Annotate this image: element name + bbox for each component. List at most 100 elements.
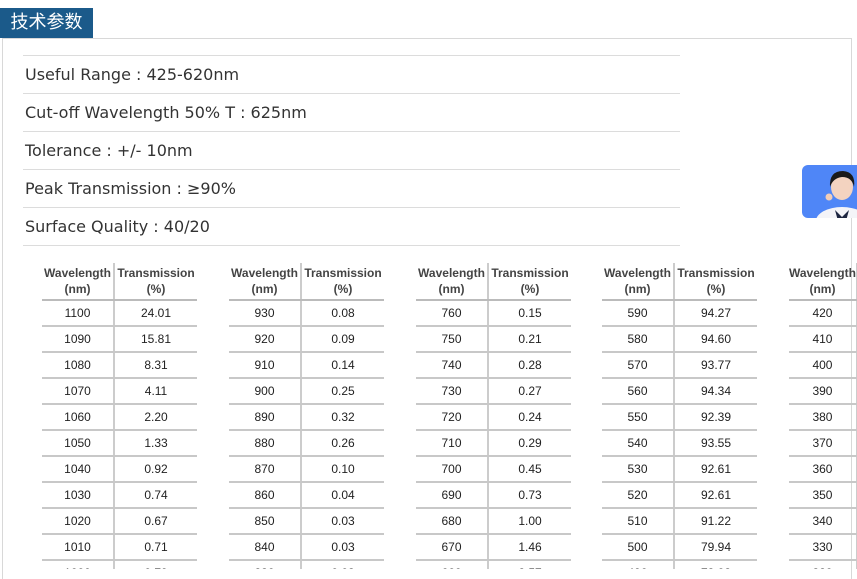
header-wavelength: Wavelength(nm) <box>789 263 857 300</box>
cell-transmission: 0.24 <box>488 404 571 430</box>
header-transmission-unit: (%) <box>521 282 540 296</box>
cell-transmission: 93.55 <box>674 430 757 456</box>
cell-transmission: 0.03 <box>301 560 384 569</box>
header-wavelength-unit: (nm) <box>439 282 465 296</box>
cell-transmission: 0.09 <box>301 326 384 352</box>
table-row: 340 <box>789 508 857 534</box>
cell-transmission: 8.31 <box>114 352 197 378</box>
cell-wavelength: 590 <box>602 300 674 326</box>
cell-wavelength: 360 <box>789 456 857 482</box>
cell-wavelength: 760 <box>416 300 488 326</box>
cell-wavelength: 1030 <box>42 482 114 508</box>
cell-transmission: 0.73 <box>488 482 571 508</box>
cell-wavelength: 1010 <box>42 534 114 560</box>
spec-useful-range: Useful Range : 425-620nm <box>23 55 680 93</box>
cell-transmission: 0.03 <box>301 508 384 534</box>
table-row: 10000.79 <box>42 560 197 569</box>
spec-peak-transmission: Peak Transmission : ≥90% <box>23 169 680 207</box>
header-transmission-label: Transmission <box>304 266 381 280</box>
cell-transmission: 0.92 <box>114 456 197 482</box>
cell-wavelength: 1080 <box>42 352 114 378</box>
cell-wavelength: 410 <box>789 326 857 352</box>
cell-wavelength: 530 <box>602 456 674 482</box>
header-wavelength-unit: (nm) <box>65 282 91 296</box>
spec-tolerance: Tolerance : +/- 10nm <box>23 131 680 169</box>
header-wavelength: Wavelength(nm) <box>602 263 674 300</box>
cell-transmission: 0.45 <box>488 456 571 482</box>
cell-transmission: 94.34 <box>674 378 757 404</box>
header-transmission: Transmission (%) <box>488 263 571 300</box>
cell-wavelength: 1000 <box>42 560 114 569</box>
cell-wavelength: 340 <box>789 508 857 534</box>
cell-transmission: 0.08 <box>301 300 384 326</box>
cell-transmission: 1.00 <box>488 508 571 534</box>
cell-wavelength: 660 <box>416 560 488 569</box>
cell-wavelength: 860 <box>229 482 301 508</box>
cell-transmission: 93.77 <box>674 352 757 378</box>
cell-transmission: 2.57 <box>488 560 571 569</box>
spec-list: Useful Range : 425-620nm Cut-off Wavelen… <box>23 55 680 246</box>
cell-transmission: 0.14 <box>301 352 384 378</box>
header-wavelength-unit: (nm) <box>252 282 278 296</box>
cell-wavelength: 1020 <box>42 508 114 534</box>
table-row: 49073.03 <box>602 560 757 569</box>
cell-transmission: 0.71 <box>114 534 197 560</box>
header-transmission: Transmission(%) <box>114 263 197 300</box>
table-header: Wavelength(nm) Transmission(%) <box>42 263 197 300</box>
cell-wavelength: 390 <box>789 378 857 404</box>
cell-wavelength: 840 <box>229 534 301 560</box>
cell-wavelength: 580 <box>602 326 674 352</box>
header-transmission-unit: (%) <box>707 282 726 296</box>
header-wavelength-label: Wavelength <box>604 266 671 280</box>
table-row: 320 <box>789 560 857 569</box>
header-transmission: Transmission(%) <box>301 263 384 300</box>
cell-wavelength: 680 <box>416 508 488 534</box>
cell-wavelength: 900 <box>229 378 301 404</box>
cell-transmission: 0.79 <box>114 560 197 569</box>
cell-transmission: 0.74 <box>114 482 197 508</box>
header-transmission-label: Transmission <box>491 266 568 280</box>
cell-transmission: 1.46 <box>488 534 571 560</box>
table-row: 410 <box>789 326 857 352</box>
tab-technical-parameters[interactable]: 技术参数 <box>0 8 93 38</box>
cell-transmission: 0.27 <box>488 378 571 404</box>
header-transmission: Transmission (%) <box>674 263 757 300</box>
customer-service-agent-icon <box>802 165 857 218</box>
cell-wavelength: 670 <box>416 534 488 560</box>
header-wavelength-unit: (nm) <box>809 282 835 296</box>
cell-transmission: 73.03 <box>674 560 757 569</box>
header-transmission-label: Transmission <box>117 266 194 280</box>
customer-service-button[interactable] <box>802 165 857 218</box>
cell-transmission: 0.25 <box>301 378 384 404</box>
cell-wavelength: 750 <box>416 326 488 352</box>
cell-wavelength: 400 <box>789 352 857 378</box>
header-transmission-label: Transmission <box>677 266 754 280</box>
header-wavelength-label: Wavelength <box>418 266 485 280</box>
cell-wavelength: 910 <box>229 352 301 378</box>
cell-wavelength: 560 <box>602 378 674 404</box>
cell-transmission: 0.04 <box>301 482 384 508</box>
spec-surface-quality: Surface Quality : 40/20 <box>23 207 680 246</box>
